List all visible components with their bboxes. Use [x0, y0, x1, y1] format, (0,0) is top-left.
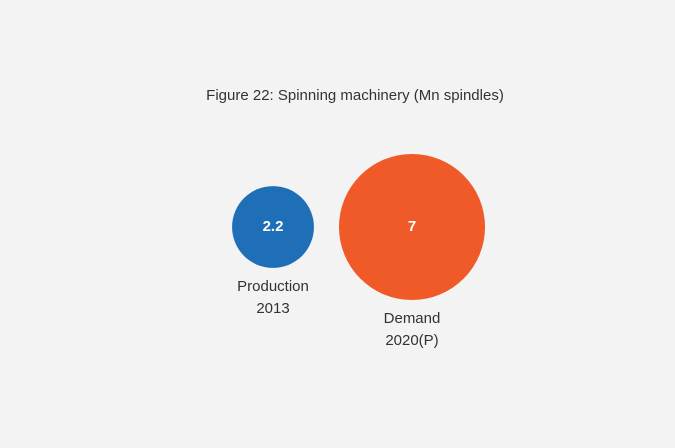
bubble	[232, 186, 314, 268]
data-label: 7	[408, 218, 416, 235]
category-label: Production	[237, 278, 309, 295]
bubble	[338, 153, 486, 301]
category-label: Demand	[384, 310, 441, 327]
chart-title: Figure 22: Spinning machinery (Mn spindl…	[206, 87, 504, 104]
category-label: 2013	[256, 300, 289, 317]
data-label: 2.2	[263, 218, 284, 235]
category-label: 2020(P)	[385, 332, 438, 349]
